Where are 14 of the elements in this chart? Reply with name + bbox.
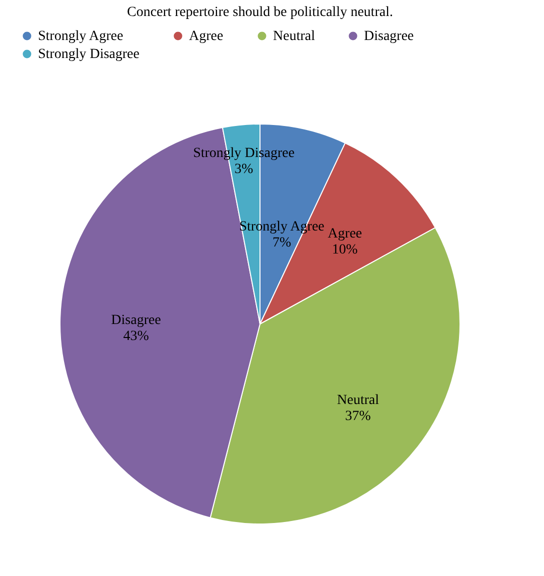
data-label: 7% [272,235,292,250]
data-label: 3% [234,162,254,177]
slice-label: Neutral [336,393,380,408]
data-label: 43% [123,329,150,344]
data-label: 10% [332,242,358,258]
legend-label: Neutral [273,29,316,44]
slice-label: Agree [328,226,362,242]
legend-label: Agree [189,29,224,44]
legend-label: Disagree [364,29,414,44]
legend-label: Strongly Disagree [38,47,140,62]
chart-title: Concert repertoire should be politically neutral. [127,5,393,20]
slice-label: Disagree [111,313,161,328]
legend-label: Strongly Agree [38,29,124,44]
data-label: 37% [345,409,372,424]
